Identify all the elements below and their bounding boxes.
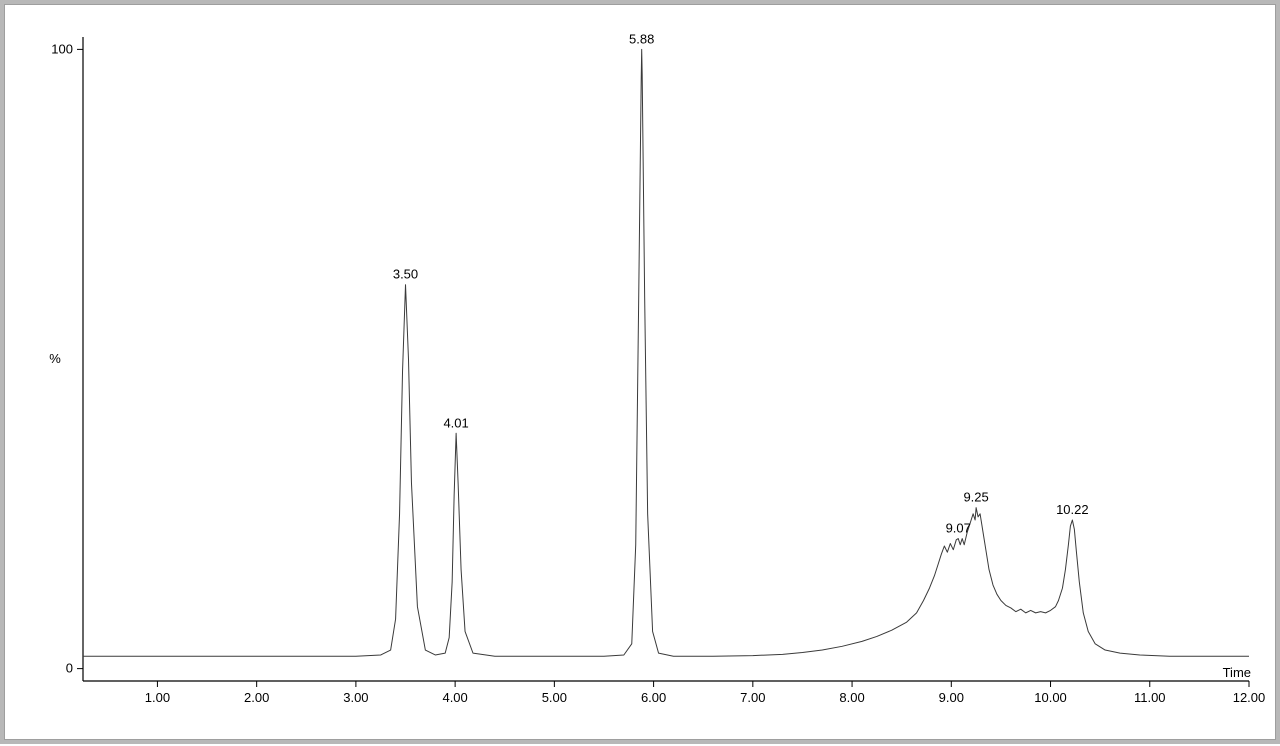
- svg-text:5.00: 5.00: [542, 690, 567, 705]
- svg-text:100: 100: [51, 41, 73, 56]
- svg-text:9.00: 9.00: [939, 690, 964, 705]
- svg-text:4.01: 4.01: [443, 415, 468, 430]
- svg-text:0: 0: [66, 661, 73, 676]
- svg-text:8.00: 8.00: [839, 690, 864, 705]
- svg-text:10.22: 10.22: [1056, 502, 1089, 517]
- svg-text:1.00: 1.00: [145, 690, 170, 705]
- svg-text:6.00: 6.00: [641, 690, 666, 705]
- svg-text:7.00: 7.00: [740, 690, 765, 705]
- svg-text:4.00: 4.00: [442, 690, 467, 705]
- svg-text:3.50: 3.50: [393, 267, 418, 282]
- svg-text:Time: Time: [1223, 665, 1251, 680]
- svg-text:10.00: 10.00: [1034, 690, 1067, 705]
- outer-frame: 1.00 2.00 3.00 4.00 5.00 6.00 7.00 8.00 9.00 10.0…: [0, 0, 1280, 744]
- svg-text:%: %: [49, 351, 61, 366]
- svg-text:3.00: 3.00: [343, 690, 368, 705]
- svg-text:11.00: 11.00: [1134, 690, 1166, 705]
- chart-frame: 1.00 2.00 3.00 4.00 5.00 6.00 7.00 8.00 9.00 10.0…: [4, 4, 1276, 740]
- svg-text:12.00: 12.00: [1233, 690, 1266, 705]
- svg-text:9.25: 9.25: [963, 490, 988, 505]
- svg-text:5.88: 5.88: [629, 31, 654, 46]
- svg-text:9.07: 9.07: [946, 521, 971, 536]
- chromatogram-chart: 1.00 2.00 3.00 4.00 5.00 6.00 7.00 8.00 9.00 10.0…: [5, 5, 1277, 741]
- svg-text:2.00: 2.00: [244, 690, 269, 705]
